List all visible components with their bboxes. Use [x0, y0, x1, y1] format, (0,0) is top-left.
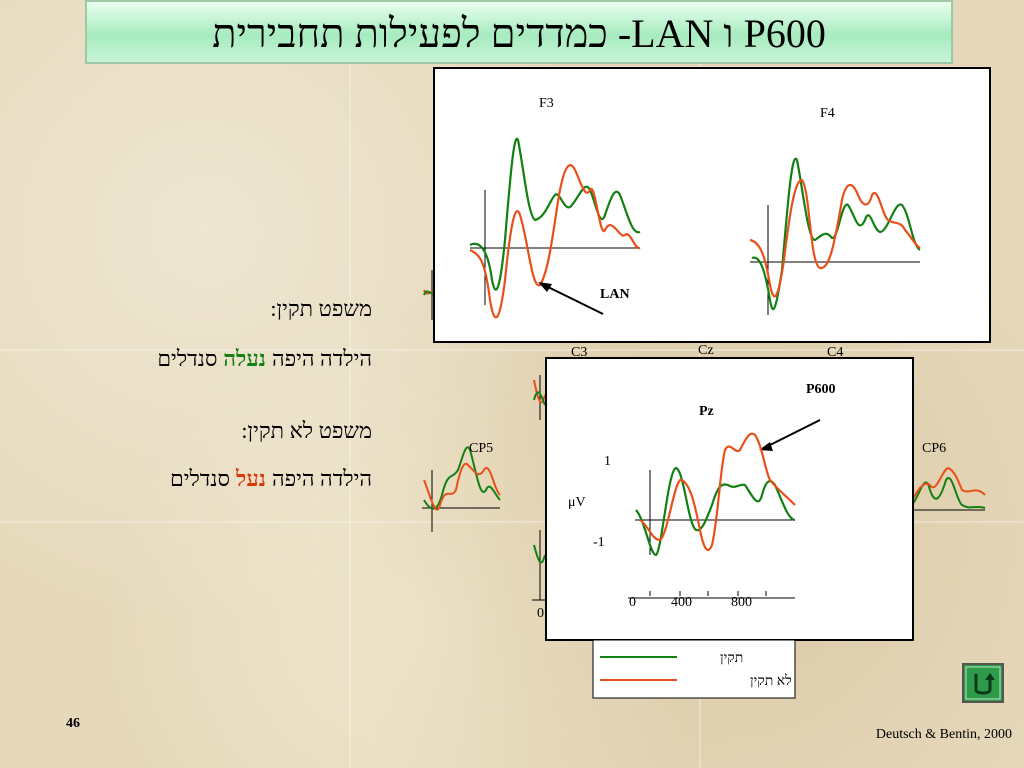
sentence-word: סנדלים	[169, 466, 231, 491]
sentence-label: משפט לא תקין:	[241, 418, 372, 443]
page-number: 46	[66, 716, 80, 731]
annotation: LAN	[600, 287, 630, 302]
legend-label: לא תקין	[750, 673, 792, 689]
y-tick-label: -1	[593, 535, 605, 550]
arrowhead	[538, 282, 552, 292]
verb: נעל	[236, 466, 266, 491]
electrode-label: CP6	[922, 441, 946, 456]
background-tick: 0	[537, 606, 544, 621]
electrode-label: Cz	[698, 343, 714, 358]
sentence-word: הילדה היפה	[271, 466, 372, 491]
axes	[470, 190, 920, 315]
sentence: הילדה היפהנעלהסנדלים	[151, 346, 372, 372]
sentence-label: משפט תקין:	[270, 296, 372, 321]
x-tick-label: 400	[671, 595, 692, 610]
legend	[592, 639, 796, 699]
electrode-label: Pz	[699, 404, 714, 419]
citation: Deutsch & Bentin, 2000	[876, 727, 1012, 742]
return-button[interactable]	[962, 663, 1004, 703]
y-axis-label: μV	[568, 495, 586, 510]
x-tick-label: 800	[731, 595, 752, 610]
title: P600 ו LAN- כמדדים לפעילות תחבירית	[85, 0, 953, 64]
arrow	[543, 284, 604, 315]
arrowhead	[759, 442, 773, 451]
y-tick-label: 1	[604, 454, 611, 469]
annotation: P600	[806, 382, 836, 397]
electrode-label: C4	[827, 345, 843, 360]
electrode-label: CP5	[469, 441, 493, 456]
arrow	[765, 419, 821, 448]
sentence-word: סנדלים	[157, 346, 218, 371]
sentence-word: הילדה היפה	[271, 346, 372, 371]
electrode-label: F4	[820, 106, 835, 121]
waveforms	[469, 137, 921, 319]
electrode-label: F3	[539, 96, 554, 111]
verb: נעלה	[223, 346, 266, 371]
frontal-panel	[433, 67, 991, 343]
sentence: הילדה היפהנעלסנדלים	[164, 466, 372, 492]
x-tick-label: 0	[629, 595, 636, 610]
legend-label: תקין	[720, 651, 743, 666]
waveforms	[635, 432, 796, 557]
electrode-label: C3	[571, 345, 587, 360]
